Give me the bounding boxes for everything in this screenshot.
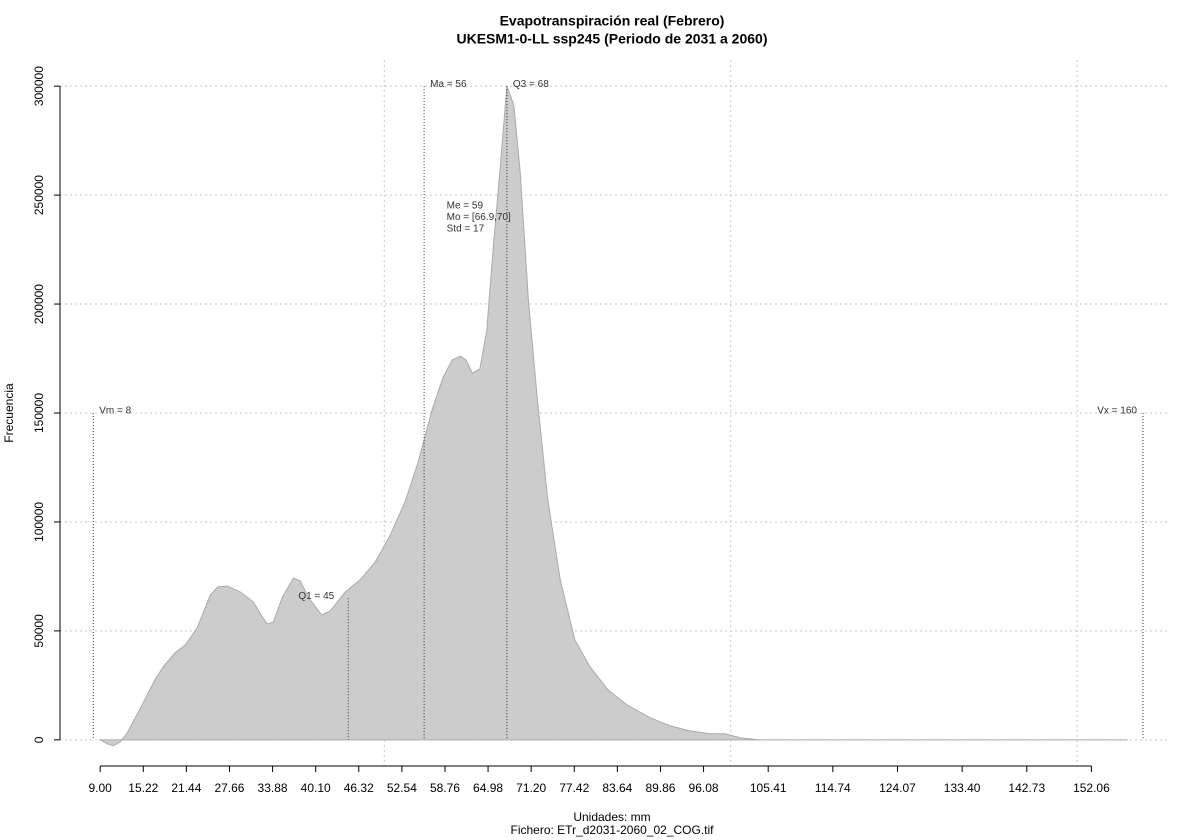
- y-tick-label: 0: [32, 736, 46, 743]
- x-tick-label: 105.41: [750, 781, 787, 795]
- x-tick-label: 9.00: [89, 781, 113, 795]
- x-tick-label: 124.07: [879, 781, 916, 795]
- area: [98, 85, 1128, 747]
- x-tick-label: 33.88: [258, 781, 288, 795]
- x-tick-label: 52.54: [387, 781, 417, 795]
- x-tick-label: 58.76: [430, 781, 460, 795]
- x-tick-label: 71.20: [516, 781, 546, 795]
- stats-text: Me = 59: [447, 201, 484, 212]
- x-tick-label: 21.44: [171, 781, 201, 795]
- x-tick-label: 83.64: [602, 781, 632, 795]
- marker-label: Vx = 160: [1097, 406, 1137, 417]
- marker-label: Q1 = 45: [298, 591, 334, 602]
- x-tick-label: 152.06: [1073, 781, 1110, 795]
- x-tick-label: 64.98: [473, 781, 503, 795]
- y-axis-label: Frecuencia: [2, 383, 16, 443]
- chart-title: Evapotranspiración real (Febrero): [500, 13, 725, 29]
- y-tick-label: 250000: [32, 175, 46, 215]
- x-tick-label: 27.66: [214, 781, 244, 795]
- y-tick-label: 300000: [32, 66, 46, 106]
- caption: Fichero: ETr_d2031-2060_02_COG.tif: [511, 823, 715, 837]
- marker-label: Q3 = 68: [513, 79, 549, 90]
- y-tick-label: 200000: [32, 284, 46, 324]
- x-tick-label: 40.10: [301, 781, 331, 795]
- x-tick-label: 96.08: [689, 781, 719, 795]
- y-tick-label: 50000: [32, 614, 46, 648]
- x-axis-label: Unidades: mm: [573, 810, 650, 824]
- stats-text: Std = 17: [447, 224, 485, 235]
- x-tick-label: 46.32: [344, 781, 374, 795]
- x-tick-label: 133.40: [944, 781, 981, 795]
- y-tick-label: 100000: [32, 502, 46, 542]
- x-tick-label: 114.74: [815, 781, 851, 795]
- marker-label: Vm = 8: [99, 406, 131, 417]
- x-tick-label: 89.86: [645, 781, 675, 795]
- marker-label: Ma = 56: [430, 79, 467, 90]
- chart-subtitle: UKESM1-0-LL ssp245 (Periodo de 2031 a 20…: [457, 31, 768, 47]
- stats-text: Mo = [66.9,70]: [447, 212, 511, 223]
- x-tick-label: 77.42: [559, 781, 589, 795]
- x-tick-label: 15.22: [128, 781, 158, 795]
- y-tick-label: 150000: [32, 393, 46, 433]
- x-tick-label: 142.73: [1008, 781, 1045, 795]
